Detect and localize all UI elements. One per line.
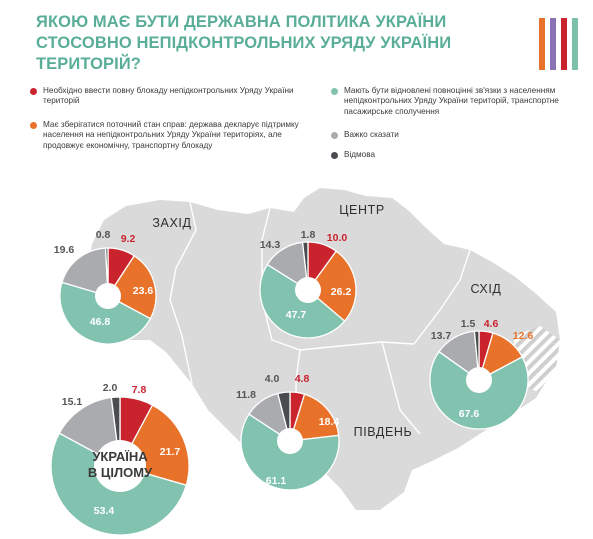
- data-label-center-current: 26.2: [331, 286, 352, 298]
- data-label-ukraine-refusal: 2.0: [103, 382, 118, 394]
- legend-label-current: Має зберігатися поточний стан справ: дер…: [43, 120, 299, 150]
- pie-center-label-ukraine: УКРАЇНА: [92, 449, 148, 464]
- legend-label-blockade: Необхідно ввести повну блокаду непідконт…: [43, 86, 294, 106]
- accent-bar-red: [561, 18, 567, 70]
- pie-slice-south-current: [289, 393, 340, 442]
- page-title: ЯКОЮ МАЄ БУТИ ДЕРЖАВНА ПОЛІТИКА УКРАЇНИ …: [36, 13, 452, 73]
- legend-swatch-refusal: [331, 151, 338, 159]
- legend-label-refusal: Відмова: [344, 150, 376, 159]
- pie-center-ukraine: [94, 440, 146, 492]
- legend-swatch-blockade: [30, 87, 37, 95]
- data-label-center-blockade: 10.0: [327, 232, 348, 244]
- legend-label-hard-to-say: Важко сказати: [344, 130, 399, 139]
- pie-slice-center-current: [307, 250, 357, 322]
- data-label-west-refusal: 0.8: [96, 229, 111, 241]
- data-label-ukraine-hard-to-say: 15.1: [62, 396, 83, 408]
- legend-item-blockade: Необхідно ввести повну блокаду непідконт…: [30, 86, 305, 107]
- accent-bar-teal: [572, 18, 578, 70]
- data-label-center-refusal: 1.8: [301, 229, 316, 241]
- data-label-west-hard-to-say: 19.6: [54, 244, 75, 256]
- data-label-east-current: 12.6: [513, 330, 534, 342]
- map-region-border: [169, 201, 471, 435]
- legend-swatch-hard-to-say: [331, 131, 338, 139]
- header: ЯКОЮ МАЄ БУТИ ДЕРЖАВНА ПОЛІТИКА УКРАЇНИ …: [0, 0, 593, 74]
- data-label-ukraine-blockade: 7.8: [132, 384, 147, 396]
- pie-center-east: [466, 367, 492, 393]
- pie-slice-west-hard-to-say: [61, 247, 109, 297]
- data-label-ukraine-restore: 53.4: [94, 505, 115, 517]
- pie-east: 4.6 12.6 67.6 13.7 1.5: [429, 318, 534, 430]
- data-label-south-hard-to-say: 11.8: [236, 389, 256, 401]
- data-label-south-refusal: 4.0: [265, 373, 280, 385]
- pie-slice-west-restore: [59, 281, 152, 345]
- data-label-center-restore: 47.7: [286, 309, 307, 321]
- legend-swatch-restore: [331, 87, 338, 95]
- data-label-east-restore: 67.6: [459, 408, 480, 420]
- pie-slice-west-current: [107, 254, 157, 320]
- legend-item-current: Має зберігатися поточний стан справ: дер…: [30, 120, 315, 151]
- legend-swatch-current: [30, 121, 37, 129]
- region-label-center: ЦЕНТР: [339, 203, 385, 217]
- region-label-west: ЗАХІД: [152, 216, 191, 230]
- legend-label-restore: Мають бути відновлені повноцінні зв'язки…: [344, 86, 559, 116]
- ukraine-map-outline: [84, 188, 560, 510]
- data-label-south-current: 18.4: [319, 416, 340, 428]
- pie-west: 9.2 23.6 46.8 19.6 0.8: [54, 229, 157, 345]
- legend: Необхідно ввести повну блокаду непідконт…: [0, 86, 593, 166]
- data-label-center-hard-to-say: 14.3: [260, 239, 281, 251]
- data-label-ukraine-current: 21.7: [160, 446, 181, 458]
- pie-center: 10.0 26.2 47.7 14.3 1.8: [259, 229, 357, 339]
- accent-bar-orange: [539, 18, 545, 70]
- pie-charts: 9.2 23.6 46.8 19.6 0.8 10.0 26.2 47.7 14.3 1.8 4.6…: [50, 229, 534, 536]
- data-label-south-restore: 61.1: [266, 475, 287, 487]
- legend-item-hard-to-say: Важко сказати: [331, 130, 571, 140]
- pie-ukraine: 7.8 21.7 53.4 15.1 2.0: [50, 382, 190, 536]
- legend-item-refusal: Відмова: [331, 150, 571, 160]
- data-label-east-hard-to-say: 13.7: [431, 330, 452, 342]
- pie-center-center: [295, 277, 321, 303]
- region-label-south: ПІВДЕНЬ: [354, 425, 413, 439]
- pie-south: 4.8 18.4 61.1 11.8 4.0: [236, 373, 340, 491]
- pie-center-label-ukraine: В ЦІЛОМУ: [88, 465, 153, 480]
- data-label-east-refusal: 1.5: [461, 318, 476, 330]
- pie-center-south: [277, 428, 303, 454]
- pie-center-west: [95, 283, 121, 309]
- legend-item-restore: Мають бути відновлені повноцінні зв'язки…: [331, 86, 579, 117]
- data-label-east-blockade: 4.6: [484, 318, 499, 330]
- data-label-west-blockade: 9.2: [121, 233, 136, 245]
- accent-bar-purple: [550, 18, 556, 70]
- region-label-east: СХІД: [470, 282, 501, 296]
- data-label-south-blockade: 4.8: [295, 373, 310, 385]
- data-label-west-current: 23.6: [133, 285, 154, 297]
- data-label-west-restore: 46.8: [90, 316, 111, 328]
